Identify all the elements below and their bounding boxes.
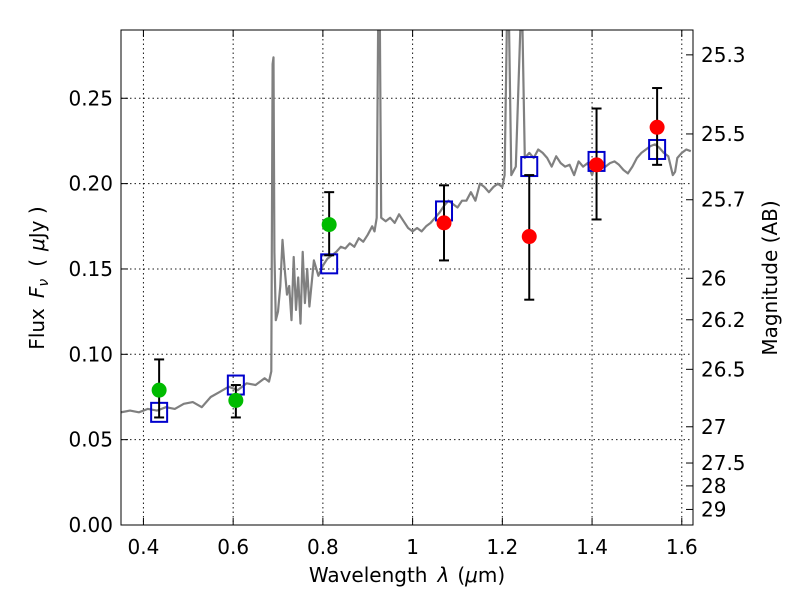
- y-tick-label: 0.20: [68, 172, 113, 196]
- x-axis-label: Wavelength λ (μm): [309, 563, 505, 587]
- y2-tick-label: 25.5: [701, 122, 746, 146]
- y-axis-label: FluxFν(μJy ): [25, 206, 52, 349]
- marker-layer: [150, 87, 667, 423]
- y2-axis-label: Magnitude (AB): [758, 200, 782, 355]
- y-tick-label: 0.25: [68, 86, 113, 110]
- y2-tick-label: 27: [701, 415, 726, 439]
- plot-area: [121, 30, 693, 525]
- grid-lines: [121, 30, 693, 525]
- y2-tick-label: 26.5: [701, 357, 746, 381]
- plot-frame: [120, 29, 694, 526]
- x-tick-label: 0.6: [217, 535, 249, 559]
- x-tick-label: 1.2: [486, 535, 518, 559]
- observed-red-point: [436, 215, 452, 231]
- observed-green-point: [321, 217, 337, 233]
- y2-tick-label: 25.3: [701, 43, 746, 67]
- x-tick-label: 1.6: [666, 535, 698, 559]
- observed-green-point: [228, 392, 244, 408]
- y2-tick-label: 28: [701, 474, 726, 498]
- y2-tick-label: 27.5: [701, 451, 746, 475]
- observed-red-point: [649, 119, 665, 135]
- observed-green-point: [151, 382, 167, 398]
- x-tick-label: 1: [406, 535, 419, 559]
- y-tick-label: 0.15: [68, 257, 113, 281]
- y-tick-label: 0.00: [68, 513, 113, 537]
- y-tick-label: 0.10: [68, 342, 113, 366]
- y2-tick-label: 29: [701, 497, 726, 521]
- y2-tick-label: 26: [701, 266, 726, 290]
- y-tick-labels: 0.00 0.05 0.10 0.15 0.20 0.25: [68, 86, 113, 537]
- y-tick-label: 0.05: [68, 428, 113, 452]
- observed-red-point: [521, 229, 537, 245]
- x-tick-labels: 0.4 0.6 0.8 1 1.2 1.4 1.6: [128, 535, 698, 559]
- observed-red-point: [589, 157, 605, 173]
- y2-tick-label: 26.2: [701, 308, 746, 332]
- x-tick-label: 1.4: [576, 535, 608, 559]
- y2-tick-label: 25.7: [701, 188, 746, 212]
- x-tick-label: 0.8: [307, 535, 339, 559]
- x-tick-label: 0.4: [128, 535, 160, 559]
- tick-marks: [121, 30, 693, 526]
